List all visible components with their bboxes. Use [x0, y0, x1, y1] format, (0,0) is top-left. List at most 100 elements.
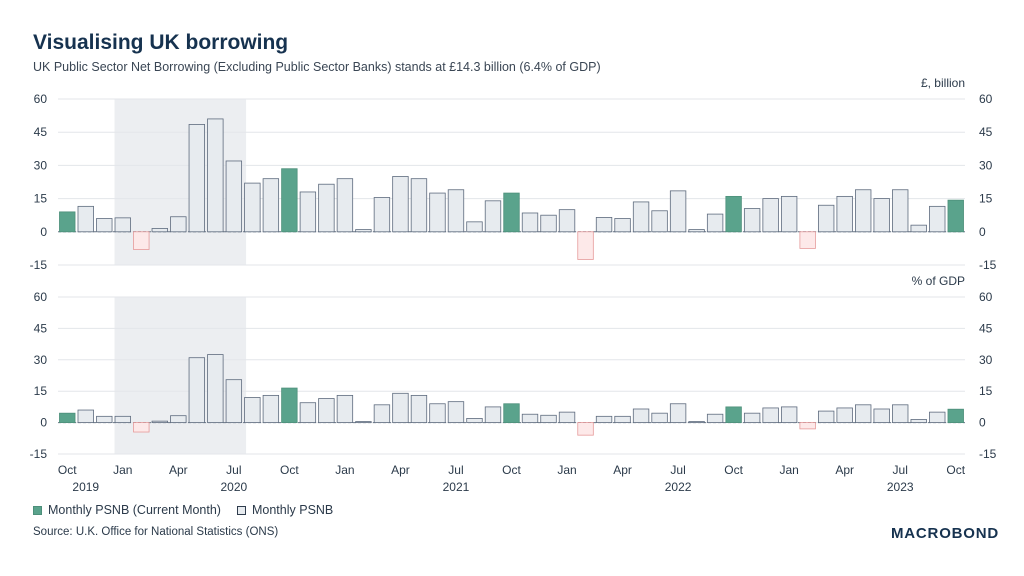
y-tick-left: 45: [34, 321, 48, 335]
bar-2020-05: [188, 357, 206, 423]
bar-current-2021-10: [503, 403, 520, 424]
bar-2021-02: [355, 229, 372, 233]
bar-2021-04: [392, 176, 409, 233]
bar-2021-02: [355, 421, 372, 424]
bar-2023-08: [910, 224, 927, 233]
bar-2022-03: [595, 217, 613, 233]
bar-2023-03: [817, 410, 835, 424]
bar-2023-09: [929, 205, 946, 233]
y-tick-left: 15: [34, 192, 48, 206]
y-tick-right: -15: [979, 447, 997, 461]
bar-2021-12: [540, 414, 557, 424]
bar-2023-09: [929, 411, 946, 423]
y-tick-right: 30: [979, 158, 993, 172]
bar-2021-01: [336, 178, 354, 233]
x-tick-month: Apr: [613, 463, 632, 477]
bar-2022-03: [595, 415, 613, 424]
unit-label-1: £, billion: [921, 76, 965, 90]
bar-2021-06: [429, 403, 446, 424]
bar-2022-09: [706, 213, 724, 233]
y-tick-right: 15: [979, 384, 993, 398]
bar-2023-07: [892, 404, 909, 424]
bar-2022-09: [706, 413, 724, 423]
y-tick-left: 0: [40, 416, 47, 430]
bar-2021-08: [466, 221, 483, 233]
y-tick-left: 15: [34, 384, 48, 398]
chart-subtitle: UK Public Sector Net Borrowing (Excludin…: [33, 60, 601, 74]
bar-2021-01: [336, 394, 354, 423]
bar-2020-08: [244, 397, 261, 424]
y-tick-left: 30: [34, 158, 48, 172]
bar-2022-12: [762, 198, 779, 233]
bar-current-2020-10: [281, 387, 298, 423]
bar-2020-11: [299, 402, 317, 424]
x-tick-month: Apr: [169, 463, 188, 477]
y-tick-right: 30: [979, 353, 993, 367]
x-tick-month: Jan: [557, 463, 576, 477]
y-tick-left: -15: [30, 258, 48, 272]
bar-2020-01: [114, 217, 131, 233]
bar-2020-12: [318, 398, 335, 424]
bar-2022-07: [669, 403, 687, 424]
x-tick-month: Jan: [113, 463, 132, 477]
legend-current-swatch: [33, 505, 42, 515]
bar-2022-02: [577, 231, 594, 260]
bar-2021-11: [521, 212, 539, 233]
x-tick-year: 2023: [887, 480, 914, 494]
bar-2021-03: [373, 197, 391, 233]
bar-2019-11: [77, 205, 94, 233]
bar-2022-01: [558, 209, 576, 233]
bar-2023-04: [836, 407, 853, 423]
bar-2021-04: [392, 392, 409, 424]
bar-2022-08: [688, 421, 705, 424]
bar-2022-05: [632, 408, 650, 424]
y-tick-left: 60: [34, 290, 48, 304]
y-tick-right: 45: [979, 125, 993, 139]
bar-current-2022-10: [725, 406, 742, 423]
bar-2023-03: [817, 204, 835, 233]
bar-2021-05: [410, 394, 428, 423]
legend: Monthly PSNB (Current Month) Monthly PSN…: [33, 503, 333, 517]
bar-2022-07: [669, 190, 687, 233]
bar-2020-02: [133, 231, 150, 250]
source-note: Source: U.K. Office for National Statist…: [33, 526, 279, 538]
bar-2022-05: [632, 201, 650, 233]
bar-2023-02: [799, 231, 816, 249]
brand-logo: MACROBOND: [891, 525, 1000, 542]
bar-2022-06: [651, 210, 668, 233]
bar-2020-03: [151, 420, 168, 424]
bar-2022-04: [614, 218, 631, 233]
bar-2021-06: [429, 192, 446, 233]
bar-2022-08: [688, 229, 705, 233]
bar-2021-11: [521, 413, 539, 423]
bar-2021-03: [373, 404, 391, 424]
bar-2023-05: [855, 189, 872, 233]
x-tick-month: Oct: [58, 463, 77, 477]
x-tick-year: 2019: [72, 480, 99, 494]
x-tick-month: Oct: [280, 463, 299, 477]
bar-2022-06: [651, 412, 668, 423]
bar-2021-09: [484, 200, 502, 233]
bar-2020-07: [225, 379, 243, 424]
bar-2023-04: [836, 195, 853, 233]
bar-current-2022-10: [725, 195, 742, 233]
x-tick-month: Jul: [893, 463, 908, 477]
bar-2021-09: [484, 406, 502, 423]
y-tick-right: 0: [979, 416, 986, 430]
x-tick-month: Oct: [502, 463, 521, 477]
y-tick-left: 0: [40, 225, 47, 239]
bar-2020-11: [299, 191, 317, 233]
y-tick-right: 15: [979, 192, 993, 206]
bar-2022-11: [743, 208, 761, 233]
bar-2020-02: [133, 422, 150, 433]
bar-2021-12: [540, 214, 557, 233]
bar-2023-07: [892, 189, 909, 233]
x-tick-month: Apr: [835, 463, 854, 477]
x-tick-month: Jul: [448, 463, 463, 477]
chart-title: Visualising UK borrowing: [33, 31, 289, 54]
bar-2019-12: [96, 218, 113, 233]
legend-current-label: Monthly PSNB (Current Month): [48, 503, 221, 517]
bar-2020-01: [114, 415, 131, 424]
bar-2021-07: [447, 401, 465, 423]
